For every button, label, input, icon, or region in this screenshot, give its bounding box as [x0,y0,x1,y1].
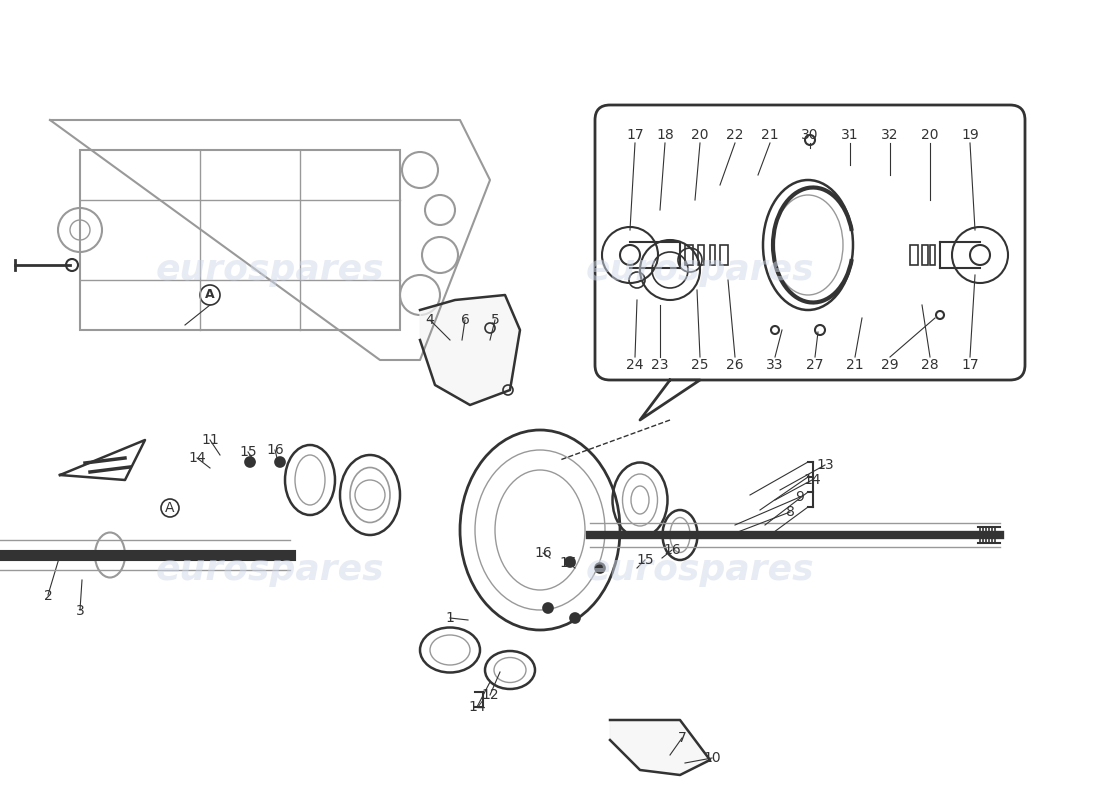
Text: 20: 20 [922,128,938,142]
Circle shape [565,557,575,567]
Text: 8: 8 [785,505,794,519]
Text: 15: 15 [636,553,653,567]
Circle shape [543,603,553,613]
Text: 10: 10 [703,751,720,765]
Polygon shape [640,380,700,420]
Bar [685,245,693,265]
Text: 30: 30 [801,128,818,142]
Text: 24: 24 [626,358,644,372]
Polygon shape [60,440,145,480]
Text: 14: 14 [188,451,206,465]
Text: 4: 4 [426,313,434,327]
Text: A: A [206,289,214,302]
Text: eurospares: eurospares [156,553,384,587]
Text: 15: 15 [559,556,576,570]
Bar [710,245,715,265]
Text: 17: 17 [961,358,979,372]
Text: 1: 1 [446,611,454,625]
Circle shape [275,457,285,467]
Text: 19: 19 [961,128,979,142]
Text: 22: 22 [726,128,744,142]
Text: A: A [165,501,175,515]
Text: 7: 7 [678,731,686,745]
Text: 18: 18 [656,128,674,142]
Text: 11: 11 [201,433,219,447]
Text: 12: 12 [481,688,498,702]
Bar [922,245,928,265]
Circle shape [595,563,605,573]
Text: 23: 23 [651,358,669,372]
Text: 25: 25 [691,358,708,372]
Text: 16: 16 [663,543,681,557]
Text: 29: 29 [881,358,899,372]
Text: 31: 31 [842,128,859,142]
Text: 14: 14 [803,473,821,487]
Text: 33: 33 [767,358,783,372]
Text: 16: 16 [535,546,552,560]
Text: 26: 26 [726,358,744,372]
Text: 13: 13 [816,458,834,472]
Circle shape [245,457,255,467]
Circle shape [570,613,580,623]
Text: 16: 16 [266,443,284,457]
Text: 3: 3 [76,604,85,618]
Text: 20: 20 [691,128,708,142]
Polygon shape [420,295,520,405]
Polygon shape [610,720,710,775]
Text: 6: 6 [461,313,470,327]
Text: 9: 9 [795,490,804,504]
Text: 5: 5 [491,313,499,327]
Text: 28: 28 [921,358,938,372]
Bar [80,150,400,330]
Text: eurospares: eurospares [585,553,814,587]
Text: 15: 15 [239,445,256,459]
Text: 27: 27 [806,358,824,372]
Bar [910,245,918,265]
Text: 2: 2 [44,589,53,603]
Text: 21: 21 [846,358,864,372]
Text: 21: 21 [761,128,779,142]
Text: 17: 17 [626,128,644,142]
Text: eurospares: eurospares [585,253,814,287]
Text: 32: 32 [881,128,899,142]
Text: eurospares: eurospares [156,253,384,287]
Bar [930,245,935,265]
Bar [698,245,704,265]
Bar [720,245,728,265]
Text: 14: 14 [469,700,486,714]
